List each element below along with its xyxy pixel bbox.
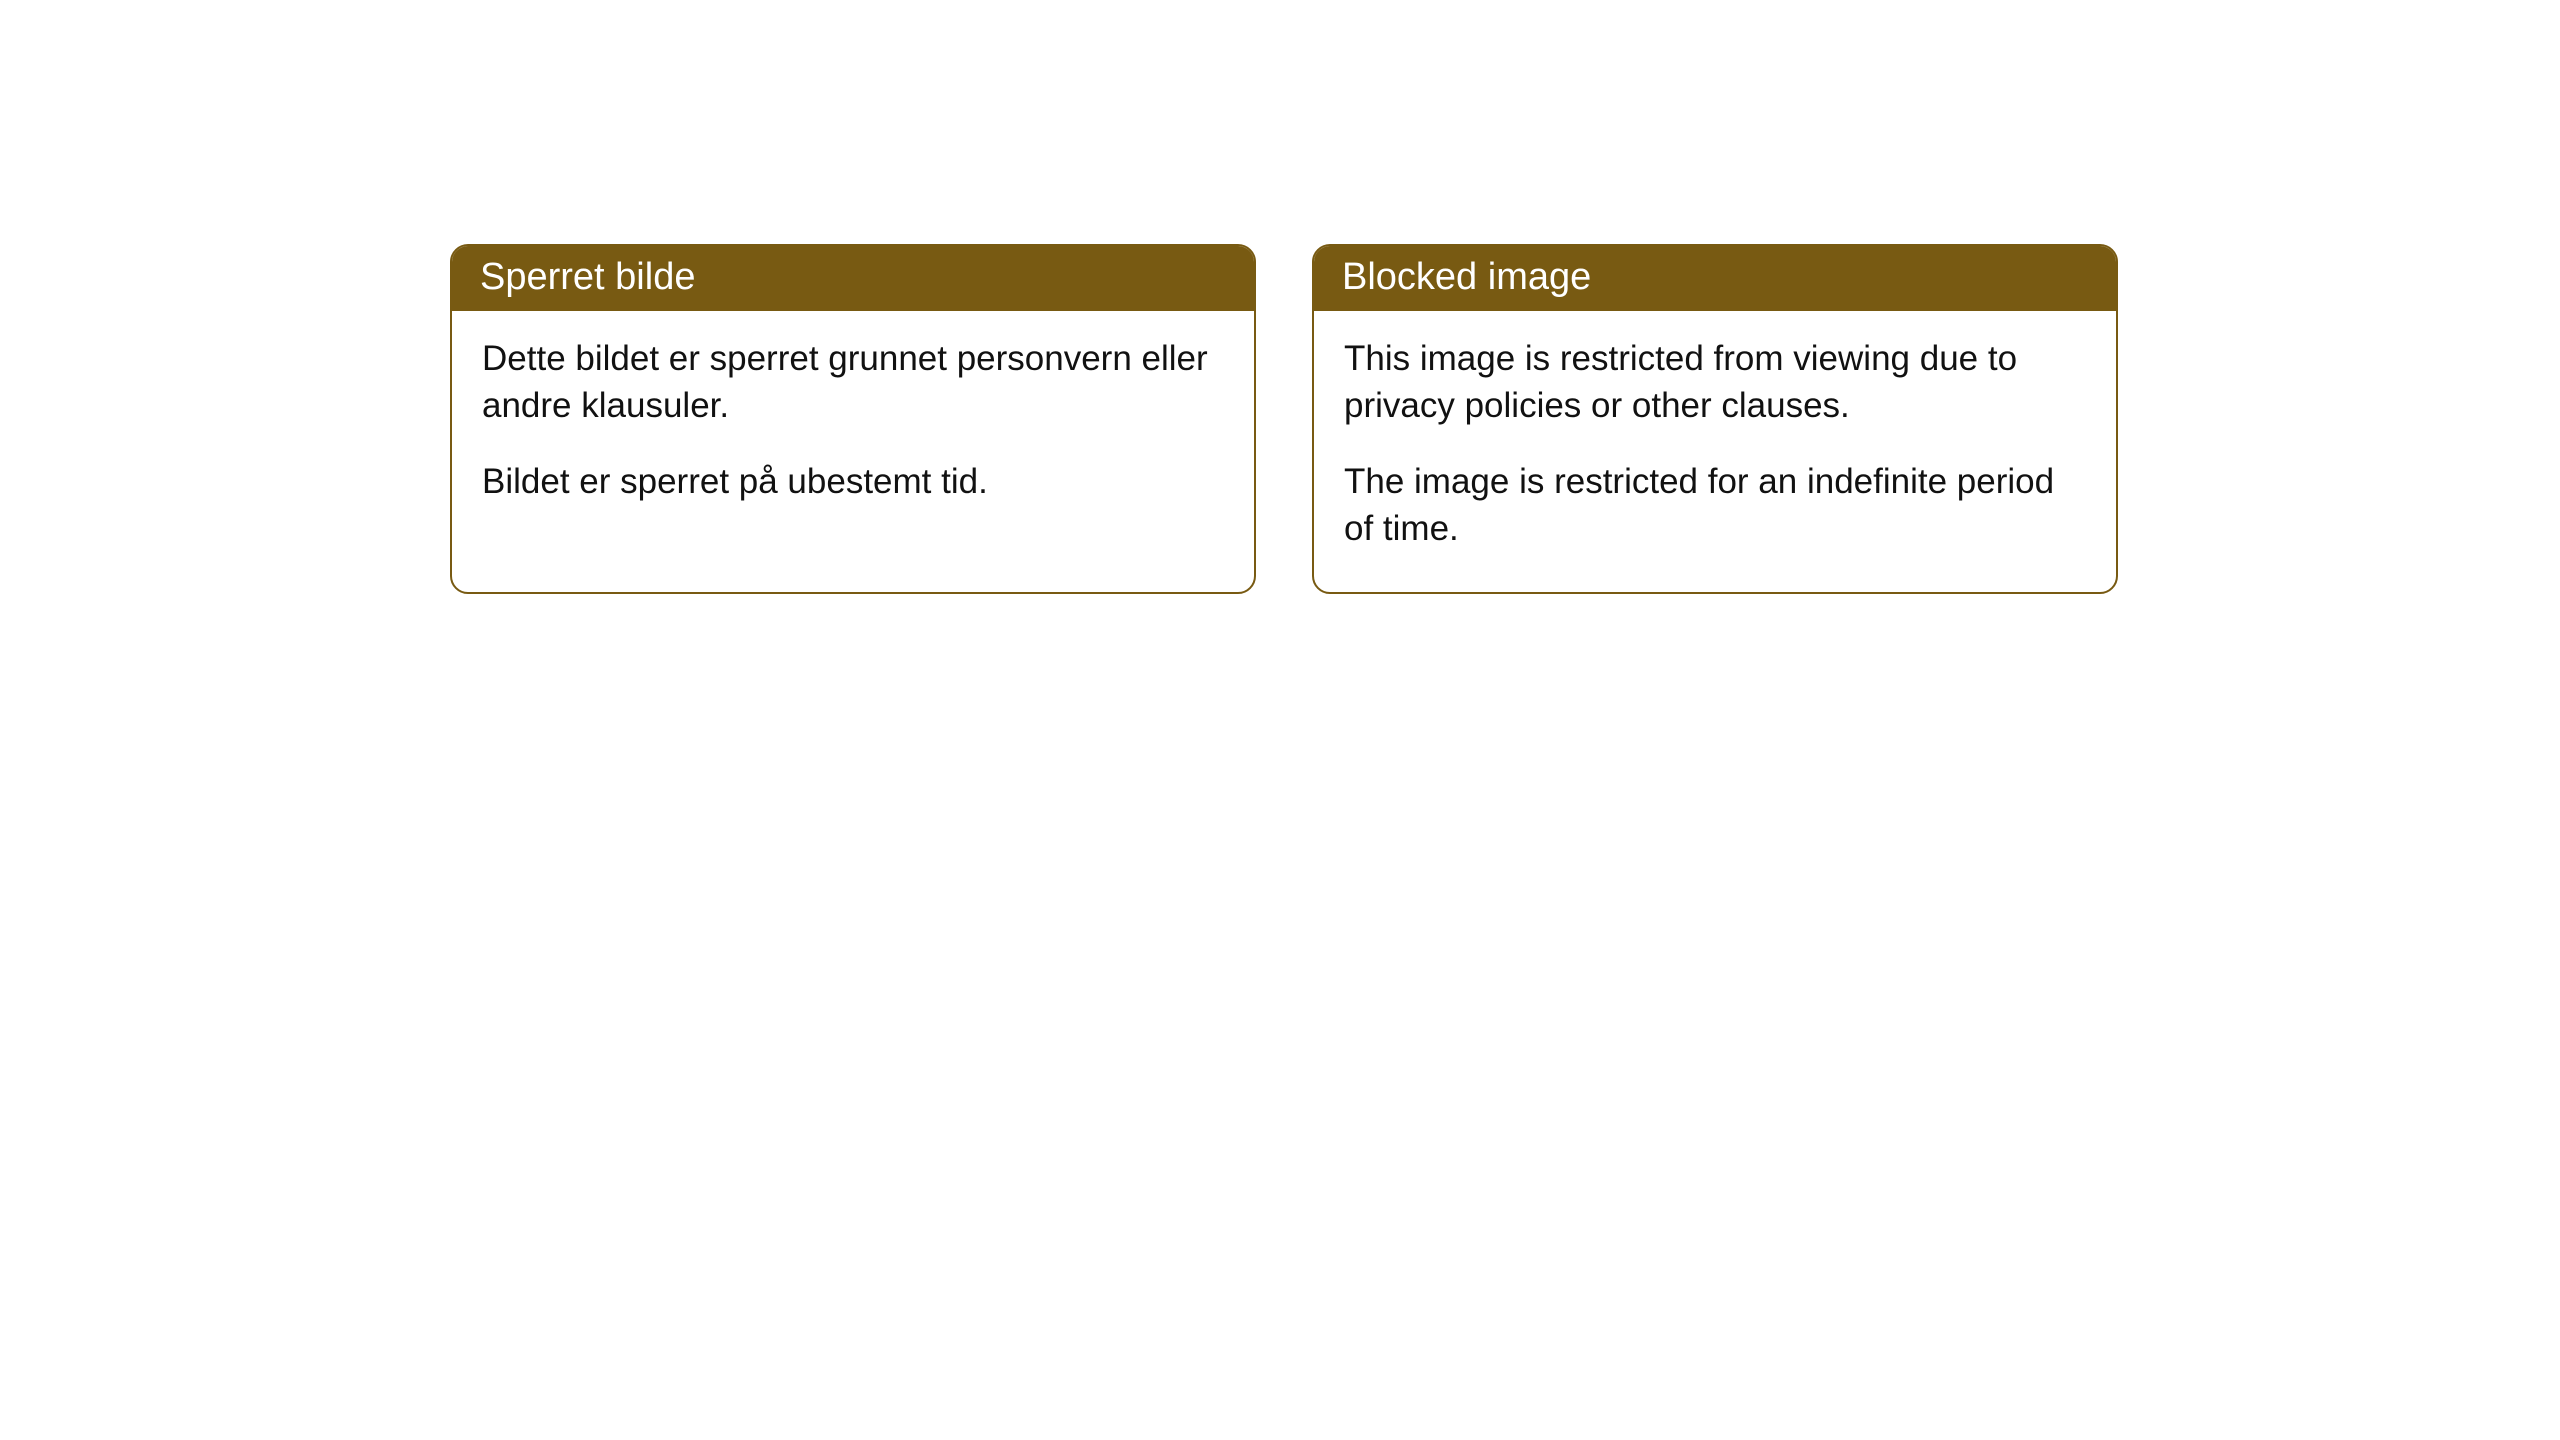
card-body: This image is restricted from viewing du… bbox=[1314, 311, 2116, 592]
card-paragraph: The image is restricted for an indefinit… bbox=[1344, 458, 2086, 553]
card-paragraph: Bildet er sperret på ubestemt tid. bbox=[482, 458, 1224, 505]
card-title: Sperret bilde bbox=[452, 246, 1254, 311]
blocked-image-card-no: Sperret bilde Dette bildet er sperret gr… bbox=[450, 244, 1256, 594]
blocked-image-card-en: Blocked image This image is restricted f… bbox=[1312, 244, 2118, 594]
card-paragraph: Dette bildet er sperret grunnet personve… bbox=[482, 335, 1224, 430]
card-paragraph: This image is restricted from viewing du… bbox=[1344, 335, 2086, 430]
card-title: Blocked image bbox=[1314, 246, 2116, 311]
cards-container: Sperret bilde Dette bildet er sperret gr… bbox=[450, 244, 2118, 594]
card-body: Dette bildet er sperret grunnet personve… bbox=[452, 311, 1254, 545]
